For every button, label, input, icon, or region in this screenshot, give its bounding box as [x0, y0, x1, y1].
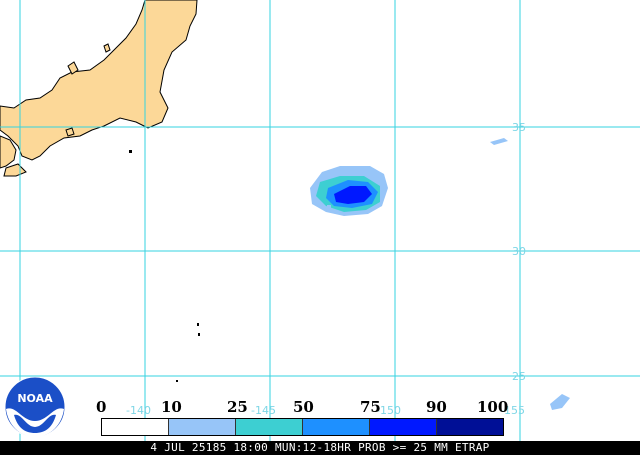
- japan-landmass: [0, 0, 198, 177]
- light-precip-streaks: [490, 138, 570, 410]
- legend-swatch: [303, 419, 370, 435]
- legend-value-50: 50: [293, 398, 314, 416]
- legend-values: 0 10 25 50 75 90 100 %: [88, 398, 518, 434]
- noaa-logo-icon: NOAA: [4, 376, 66, 438]
- status-bar: 4 JUL 25185 18:00 MUN:12-18HR PROB >= 25…: [0, 441, 640, 455]
- lat-label-25: 25: [512, 370, 526, 383]
- lon-label-145: -145: [251, 404, 276, 417]
- legend-color-bar: [101, 418, 504, 436]
- legend-swatch: [236, 419, 303, 435]
- legend-value-90: 90: [426, 398, 447, 416]
- lat-lon-grid: [0, 0, 640, 441]
- lon-label-155: -155: [500, 404, 525, 417]
- legend-value-10: 10: [161, 398, 182, 416]
- logo-text: NOAA: [17, 392, 53, 405]
- lon-label-140: -140: [126, 404, 151, 417]
- small-islands: [129, 150, 200, 382]
- legend-value-0: 0: [96, 398, 107, 416]
- legend-swatch: [437, 419, 503, 435]
- legend-value-25: 25: [227, 398, 248, 416]
- legend-swatch: [370, 419, 437, 435]
- legend-swatch: [169, 419, 236, 435]
- legend-swatch: [102, 419, 169, 435]
- lat-label-30: 30: [512, 245, 526, 258]
- legend-value-75: 75: [360, 398, 381, 416]
- lon-label-150: -150: [376, 404, 401, 417]
- precipitation-cluster: [310, 166, 388, 216]
- lat-label-35: 35: [512, 121, 526, 134]
